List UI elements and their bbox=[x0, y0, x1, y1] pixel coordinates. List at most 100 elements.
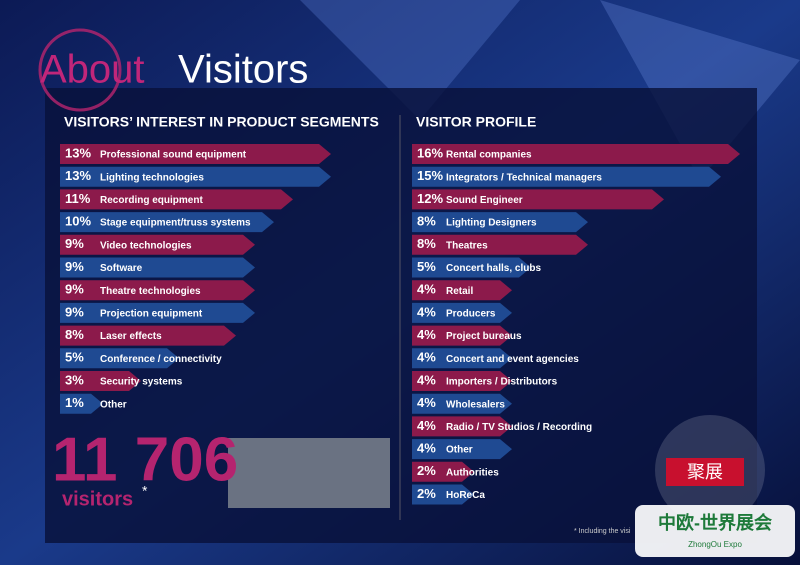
category-label: Project bureaus bbox=[446, 331, 522, 342]
category-label: Importers / Distributors bbox=[446, 377, 558, 388]
value-label: 4% bbox=[417, 372, 436, 387]
title-a: About bbox=[40, 48, 145, 92]
value-label: 4% bbox=[417, 327, 436, 342]
value-label: 9% bbox=[65, 304, 84, 319]
bar bbox=[60, 257, 255, 278]
decor bbox=[38, 28, 122, 112]
bar bbox=[412, 234, 588, 255]
bar bbox=[412, 325, 512, 346]
category-label: Theatre technologies bbox=[100, 286, 201, 297]
category-label: Stage equipment/truss systems bbox=[100, 218, 251, 229]
category-label: Concert halls, clubs bbox=[446, 263, 541, 274]
category-label: Authorities bbox=[446, 467, 499, 478]
bar bbox=[412, 144, 740, 164]
value-label: 4% bbox=[417, 282, 436, 297]
bar bbox=[412, 348, 512, 369]
category-label: Rental companies bbox=[446, 150, 532, 161]
category-label: Producers bbox=[446, 309, 496, 320]
value-label: 4% bbox=[417, 304, 436, 319]
value-label: 4% bbox=[417, 395, 436, 410]
value-label: 2% bbox=[417, 486, 436, 501]
category-label: Other bbox=[100, 399, 127, 410]
bar bbox=[60, 144, 331, 164]
value-label: 4% bbox=[417, 441, 436, 456]
value-label: 13% bbox=[65, 145, 91, 160]
bar bbox=[412, 461, 474, 482]
bar bbox=[412, 212, 588, 233]
value-label: 8% bbox=[65, 327, 84, 342]
title-b: Visitors bbox=[178, 48, 308, 92]
value-label: 8% bbox=[417, 214, 436, 229]
value-label: 9% bbox=[65, 236, 84, 251]
chart-title: VISITORS’ INTEREST IN PRODUCT SEGMENTS bbox=[64, 114, 379, 130]
bar bbox=[412, 302, 512, 323]
category-label: Other bbox=[446, 445, 473, 456]
category-label: Software bbox=[100, 263, 143, 274]
visitor-mark: * bbox=[142, 483, 148, 499]
value-label: 1% bbox=[65, 395, 84, 410]
watermark-brand: 中欧-世界展会 bbox=[658, 512, 772, 533]
category-label: Laser effects bbox=[100, 331, 162, 342]
category-label: Retail bbox=[446, 286, 473, 297]
bar bbox=[412, 189, 664, 210]
value-label: 5% bbox=[417, 259, 436, 274]
watermark-brand-en: ZhongOu Expo bbox=[688, 540, 742, 549]
footnote: * Including the visi bbox=[574, 528, 631, 535]
bar bbox=[60, 302, 255, 323]
value-label: 12% bbox=[417, 191, 443, 206]
category-label: Theatres bbox=[446, 240, 488, 251]
value-label: 9% bbox=[65, 259, 84, 274]
category-label: Projection equipment bbox=[100, 309, 203, 320]
category-label: Recording equipment bbox=[100, 195, 203, 206]
value-label: 9% bbox=[65, 282, 84, 297]
category-label: Wholesalers bbox=[446, 399, 505, 410]
value-label: 3% bbox=[65, 372, 84, 387]
bar bbox=[60, 325, 236, 346]
value-label: 2% bbox=[417, 463, 436, 478]
visitor-label: visitors bbox=[62, 488, 133, 510]
bar bbox=[60, 393, 103, 414]
category-label: Concert and event agencies bbox=[446, 354, 579, 365]
category-label: Professional sound equipment bbox=[100, 150, 247, 161]
value-label: 15% bbox=[417, 168, 443, 183]
category-label: Lighting Designers bbox=[446, 218, 537, 229]
visitor-count: 11 706 bbox=[52, 425, 238, 494]
value-label: 10% bbox=[65, 214, 91, 229]
value-label: 8% bbox=[417, 236, 436, 251]
decor bbox=[300, 0, 520, 120]
category-label: Security systems bbox=[100, 377, 183, 388]
value-label: 16% bbox=[417, 145, 443, 160]
bar bbox=[60, 348, 179, 369]
category-label: Conference / connectivity bbox=[100, 354, 222, 365]
category-label: HoReCa bbox=[446, 490, 485, 501]
bar bbox=[412, 371, 512, 391]
bar bbox=[60, 234, 255, 255]
brand-bg bbox=[635, 505, 795, 557]
category-label: Lighting technologies bbox=[100, 172, 204, 183]
bar bbox=[412, 280, 512, 301]
bar bbox=[412, 393, 512, 414]
bar bbox=[60, 166, 331, 187]
value-label: 11% bbox=[65, 191, 91, 206]
badge-bg bbox=[666, 458, 744, 486]
bar bbox=[60, 371, 141, 391]
value-label: 4% bbox=[417, 350, 436, 365]
bar bbox=[412, 484, 474, 505]
chart-title: VISITOR PROFILE bbox=[416, 114, 536, 130]
value-label: 4% bbox=[417, 418, 436, 433]
bar bbox=[412, 257, 531, 278]
bar bbox=[412, 166, 721, 187]
category-label: Sound Engineer bbox=[446, 195, 523, 206]
category-label: Video technologies bbox=[100, 240, 192, 251]
bar bbox=[412, 439, 512, 460]
bar bbox=[60, 280, 255, 301]
bar bbox=[60, 212, 274, 233]
category-label: Integrators / Technical managers bbox=[446, 172, 602, 183]
photo bbox=[228, 438, 390, 508]
bar bbox=[412, 416, 512, 437]
watermark-badge: 聚展 bbox=[687, 462, 723, 482]
category-label: Radio / TV Studios / Recording bbox=[446, 422, 592, 433]
value-label: 5% bbox=[65, 350, 84, 365]
bar bbox=[60, 189, 293, 210]
